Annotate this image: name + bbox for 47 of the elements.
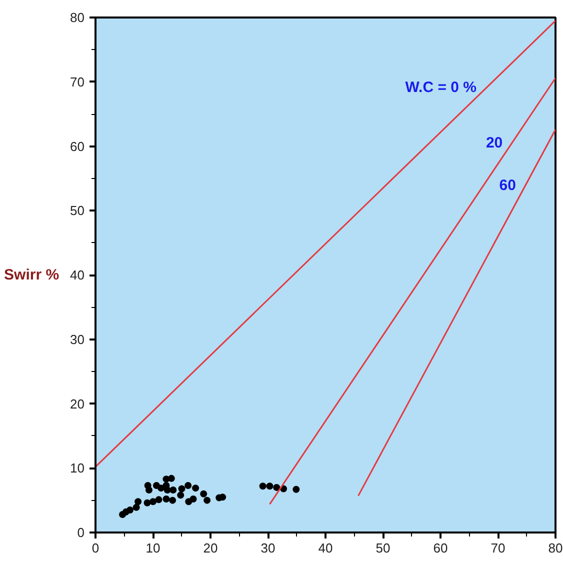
y-tick-label: 50 — [70, 203, 85, 218]
point — [126, 506, 134, 514]
y-tick-label: 40 — [70, 268, 85, 282]
point — [219, 494, 226, 501]
point — [266, 482, 274, 490]
x-tick-label: 70 — [490, 540, 506, 556]
y-tick-label: 30 — [70, 332, 85, 347]
point — [190, 496, 197, 503]
series-label: 20 — [486, 134, 503, 152]
point — [145, 486, 152, 494]
point — [200, 490, 208, 498]
y-tick-label: 10 — [70, 460, 85, 476]
point — [162, 496, 170, 503]
point — [144, 499, 151, 506]
series-label: 60 — [499, 176, 516, 194]
y-tick-label: 80 — [70, 10, 85, 25]
y-tick-label: 0 — [77, 525, 85, 540]
point — [259, 482, 266, 490]
point — [184, 482, 192, 489]
point — [158, 484, 165, 492]
point — [169, 496, 176, 504]
series-label: W.C = 0 % — [405, 79, 477, 96]
y-axis-title: Swirr % — [4, 266, 60, 284]
point — [273, 484, 280, 491]
x-tick-label: 10 — [146, 540, 160, 556]
point — [170, 486, 177, 494]
y-tick-label: 70 — [70, 74, 85, 90]
point — [292, 486, 300, 493]
point — [192, 484, 200, 492]
x-tick-label: 60 — [433, 540, 448, 556]
x-tick-label: 20 — [203, 540, 218, 556]
point — [164, 486, 171, 494]
y-tick-label: 20 — [70, 396, 85, 412]
x-tick-label: 50 — [376, 540, 390, 556]
point — [204, 496, 211, 504]
x-tick-label: 40 — [318, 540, 333, 556]
point — [132, 504, 140, 511]
point — [168, 474, 175, 482]
x-tick-label: 30 — [260, 540, 276, 556]
point — [150, 498, 156, 506]
point — [178, 485, 186, 492]
point — [177, 492, 184, 499]
point — [155, 496, 162, 504]
x-tick-label: 80 — [548, 540, 563, 556]
point — [134, 498, 142, 506]
y-tick-label: 60 — [70, 138, 85, 154]
x-tick-label: 0 — [92, 540, 100, 556]
